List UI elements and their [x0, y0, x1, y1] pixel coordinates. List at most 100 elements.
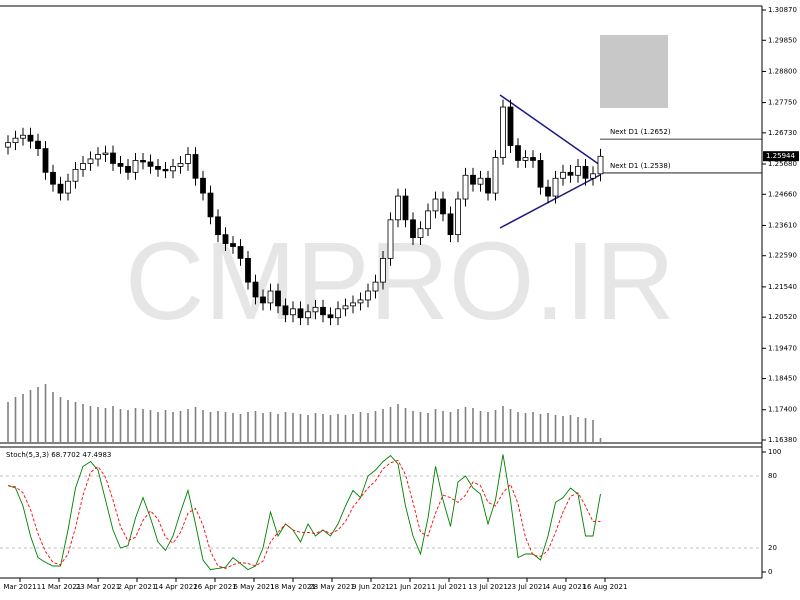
volume-bar [449, 412, 452, 442]
candle-body [575, 165, 581, 176]
volume-bar [44, 384, 47, 442]
candle-body [597, 155, 604, 175]
candle-body [312, 306, 319, 313]
candle-body [185, 154, 191, 164]
volume-bar [262, 413, 264, 442]
candle-body [5, 142, 11, 148]
volume-bar [367, 413, 369, 442]
volume-bar [157, 412, 159, 442]
volume-bar [217, 411, 219, 442]
indicator-title: Stoch(5,3,3) 68.7702 47.4983 [6, 451, 111, 459]
volume-bar [269, 412, 272, 442]
volume-bar [404, 408, 407, 442]
volume-bar [14, 397, 17, 442]
trendline [499, 174, 601, 229]
candle-body [440, 198, 446, 215]
volume-bar [457, 409, 459, 442]
volume-bar [389, 407, 392, 442]
volume-bar [82, 404, 84, 442]
y-tick-label: 1.22590 [768, 252, 797, 260]
volume-bar [397, 404, 399, 442]
volume-bar [322, 414, 324, 442]
candle-body [327, 314, 334, 319]
candle-body [102, 152, 109, 155]
volume-bar [509, 409, 512, 442]
candle-body [57, 183, 64, 194]
candle-body [215, 216, 221, 236]
main-line [7, 454, 601, 571]
y-tick-label: 0 [768, 568, 772, 576]
volume-bar [419, 412, 422, 442]
y-tick-label: 1.21540 [768, 283, 797, 291]
volume-bar [479, 411, 482, 442]
candle-body [27, 134, 34, 142]
volume-bar [502, 406, 504, 442]
volume-bar [164, 410, 167, 442]
y-tick-label: 1.25680 [768, 160, 797, 168]
volume-bar [494, 410, 497, 442]
candle-body [492, 157, 499, 194]
candle-body [170, 165, 176, 172]
volume-bar [104, 408, 107, 442]
candle-body [192, 154, 199, 179]
candle-body [395, 195, 401, 221]
volume-bar [172, 412, 174, 442]
price-line-label: Next D1 (1.2652) [610, 128, 671, 136]
candle-body [477, 177, 484, 185]
volume-bar [382, 409, 384, 442]
candle-body [560, 171, 566, 179]
volume-bar [329, 415, 332, 442]
watermark: CMPRO.IR [125, 220, 675, 343]
candle-body [275, 290, 281, 307]
volume-bar [224, 412, 227, 442]
x-tick-label: 21 Jun 2021 [389, 583, 431, 591]
volume-bar [187, 409, 189, 442]
volume-bar [524, 413, 527, 442]
candle-body [305, 311, 311, 319]
volume-bar [134, 408, 137, 442]
current-price-label: 1.25944 [766, 152, 795, 160]
volume-bar [359, 412, 362, 442]
volume-bar [464, 407, 467, 442]
volume-bar [29, 390, 32, 442]
volume-bar [254, 411, 257, 442]
x-tick-label: 2 Apr 2021 [118, 583, 157, 591]
candle-body [42, 148, 49, 173]
candle-body [132, 160, 139, 173]
x-tick-label: 23 Jul 2021 [507, 583, 547, 591]
y-tick-label: 80 [768, 472, 777, 480]
x-tick-label: 1 Jul 2021 [431, 583, 466, 591]
candle-body [462, 174, 469, 200]
candle-body [155, 165, 161, 170]
volume-bar [239, 414, 242, 442]
volume-bar [119, 409, 122, 442]
volume-bar [67, 400, 69, 442]
candle-body [470, 174, 476, 185]
y-tick-label: 1.28800 [768, 67, 797, 75]
candle-body [282, 305, 289, 316]
candle-body [267, 290, 274, 304]
volume-bar [127, 410, 129, 442]
candle-body [552, 177, 559, 197]
candle-body [447, 213, 454, 236]
volume-bar [52, 392, 54, 442]
candle-body [65, 180, 71, 194]
candle-body [567, 171, 574, 176]
candle-body [252, 281, 259, 298]
candle-body [200, 177, 206, 194]
candle-body [410, 219, 416, 239]
candle-body [20, 134, 26, 139]
y-tick-label: 1.30870 [768, 6, 797, 14]
candle-body [537, 160, 544, 188]
y-tick-label: 1.23610 [768, 221, 797, 229]
volume-bar [592, 420, 594, 442]
volume-bar [202, 410, 204, 442]
y-tick-label: 1.18450 [768, 375, 797, 383]
volume-bar [112, 406, 114, 442]
volume-bar [194, 407, 197, 442]
candle-body [140, 160, 146, 163]
x-tick-label: 11 Mar 2021 [37, 583, 81, 591]
candle-body [117, 163, 124, 167]
volume-bar [337, 414, 339, 442]
volume-bar [562, 416, 564, 442]
